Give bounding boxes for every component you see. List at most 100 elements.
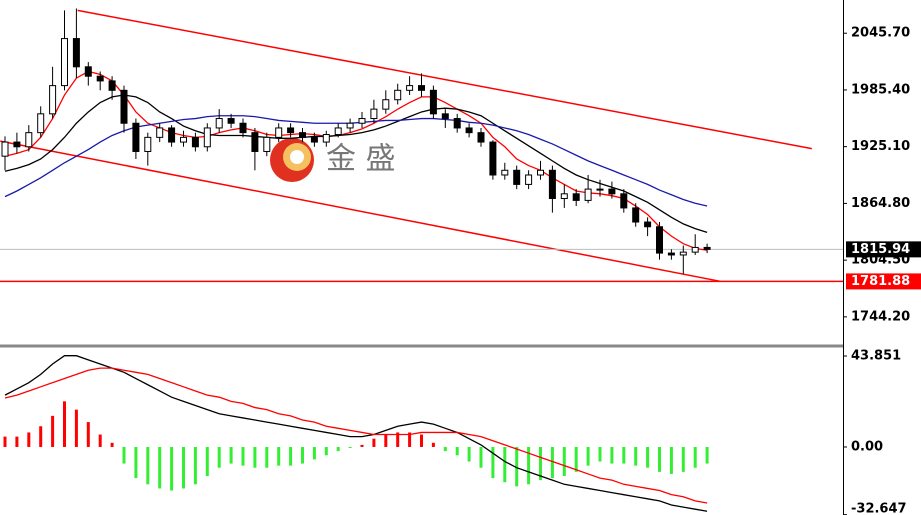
histogram-bar (3, 436, 7, 447)
histogram-bar (634, 446, 638, 466)
histogram-bar (693, 446, 697, 468)
candle-body (239, 122, 247, 134)
candle-body (560, 193, 568, 200)
histogram-bar (146, 446, 150, 485)
candle-body (620, 193, 628, 209)
candle-body (537, 169, 544, 176)
moving-average (4, 115, 708, 207)
candle-body (429, 89, 437, 115)
candle-body (96, 75, 104, 82)
candle-body (370, 108, 378, 120)
level-label: 1781.88 (851, 274, 910, 289)
histogram-bar (265, 446, 269, 468)
candle-body (144, 136, 152, 152)
candle-body (203, 127, 211, 148)
candle-body (465, 127, 473, 134)
histogram-bar (550, 446, 554, 479)
histogram-bar (455, 446, 459, 456)
histogram-bar (348, 446, 352, 449)
histogram-bar (539, 446, 542, 481)
histogram-bar (110, 442, 114, 447)
candle-body (406, 85, 414, 91)
histogram-bar (170, 446, 174, 491)
histogram-bar (241, 446, 245, 466)
candle-body (548, 169, 556, 200)
candle-body (656, 226, 663, 254)
candle-body (180, 136, 187, 143)
y-tick-label: -32.647 (851, 502, 907, 515)
candle-body (1, 141, 9, 157)
candle-body (322, 134, 330, 143)
histogram-bar (301, 446, 304, 464)
histogram-bar (598, 446, 602, 462)
histogram-bar (336, 446, 340, 452)
histogram-bar (63, 401, 66, 447)
histogram-bar (134, 446, 138, 479)
candle-body (608, 188, 616, 195)
histogram-bar (193, 446, 197, 485)
candle-body (691, 246, 699, 253)
histogram-bar (669, 446, 673, 474)
candle-body (13, 141, 21, 148)
histogram-bar (15, 436, 19, 447)
candle-body (453, 118, 461, 129)
candle-body (703, 246, 711, 250)
candle-body (120, 89, 128, 124)
candle-body (334, 127, 342, 136)
candle-body (251, 132, 259, 152)
histogram-bar (182, 446, 185, 489)
candle-body (263, 136, 271, 152)
histogram-bar (658, 446, 661, 472)
macd-line (4, 367, 708, 504)
histogram-bar (384, 434, 388, 447)
trend-line (77, 9, 812, 150)
candle-body (37, 113, 45, 134)
histogram-bar (27, 432, 31, 447)
histogram-bar (646, 446, 650, 468)
candle-body (310, 136, 318, 143)
histogram-bar (681, 446, 685, 472)
candle-body (584, 188, 592, 201)
candle-body (49, 85, 57, 115)
histogram-bar (515, 446, 519, 487)
last-price-box (846, 241, 921, 258)
y-tick-label: 2045.70 (851, 26, 910, 41)
histogram-bar (289, 446, 293, 466)
y-tick-label: 1744.20 (851, 309, 910, 324)
candle-body (632, 207, 640, 223)
histogram-bar (467, 446, 471, 462)
logo (270, 138, 314, 182)
candle-body (441, 113, 449, 120)
histogram-bar (253, 446, 257, 468)
histogram-bar (277, 446, 281, 466)
candle-body (477, 132, 485, 143)
histogram-bar (122, 446, 126, 464)
watermark: 金 盛 (326, 142, 396, 177)
candle-body (644, 221, 652, 228)
y-tick-label: 1925.10 (851, 139, 910, 154)
candle-body (418, 85, 425, 91)
candle-body (346, 122, 354, 129)
candle-body (227, 118, 235, 124)
candle-body (108, 80, 116, 91)
y-tick-label: 1985.40 (851, 82, 910, 97)
histogram-bar (408, 432, 412, 447)
candle-body (525, 174, 533, 185)
y-tick-label: 43.851 (851, 349, 901, 364)
histogram-bar (229, 446, 233, 464)
histogram-bar (86, 422, 90, 447)
histogram-bar (158, 446, 162, 489)
histogram-bar (217, 446, 221, 468)
candle-body (667, 252, 675, 256)
candle-body (72, 38, 80, 68)
candle-body (394, 89, 402, 101)
histogram-bar (479, 446, 483, 468)
candle-body (168, 127, 176, 143)
histogram-bar (324, 446, 328, 456)
macd-line (4, 355, 708, 512)
histogram-bar (705, 446, 709, 464)
histogram-bar (503, 446, 507, 483)
candle-body (25, 132, 33, 148)
y-tick-label: 1864.80 (851, 196, 910, 211)
